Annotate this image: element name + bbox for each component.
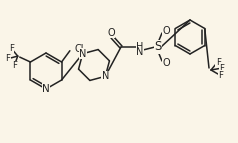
Text: S: S	[154, 40, 162, 53]
Text: H: H	[136, 42, 144, 52]
Text: N: N	[42, 84, 50, 94]
Text: F: F	[219, 64, 224, 73]
Text: Cl: Cl	[75, 44, 84, 54]
Text: N: N	[136, 47, 144, 57]
Text: F: F	[218, 70, 223, 80]
Text: F: F	[216, 58, 221, 67]
Text: O: O	[107, 28, 115, 38]
Text: F: F	[5, 54, 10, 63]
Text: N: N	[79, 49, 86, 59]
Text: O: O	[162, 58, 170, 68]
Text: O: O	[162, 26, 170, 36]
Text: F: F	[9, 44, 14, 53]
Text: F: F	[12, 61, 17, 70]
Text: N: N	[102, 71, 109, 81]
